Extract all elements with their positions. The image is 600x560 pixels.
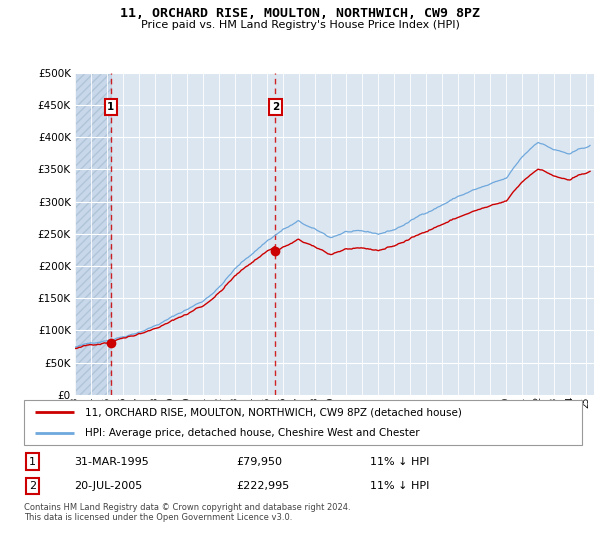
Text: Contains HM Land Registry data © Crown copyright and database right 2024.
This d: Contains HM Land Registry data © Crown c… [24,503,350,522]
Text: 11, ORCHARD RISE, MOULTON, NORTHWICH, CW9 8PZ: 11, ORCHARD RISE, MOULTON, NORTHWICH, CW… [120,7,480,20]
Text: Price paid vs. HM Land Registry's House Price Index (HPI): Price paid vs. HM Land Registry's House … [140,20,460,30]
Text: 11% ↓ HPI: 11% ↓ HPI [370,456,430,466]
Text: £79,950: £79,950 [236,456,282,466]
Text: 11% ↓ HPI: 11% ↓ HPI [370,481,430,491]
FancyBboxPatch shape [24,400,582,445]
Text: 31-MAR-1995: 31-MAR-1995 [74,456,149,466]
Text: 2: 2 [272,102,279,112]
Text: £222,995: £222,995 [236,481,289,491]
Text: HPI: Average price, detached house, Cheshire West and Chester: HPI: Average price, detached house, Ches… [85,428,420,438]
Text: 1: 1 [107,102,115,112]
Text: 20-JUL-2005: 20-JUL-2005 [74,481,142,491]
Text: 2: 2 [29,481,36,491]
Text: 11, ORCHARD RISE, MOULTON, NORTHWICH, CW9 8PZ (detached house): 11, ORCHARD RISE, MOULTON, NORTHWICH, CW… [85,408,462,418]
Text: 1: 1 [29,456,36,466]
